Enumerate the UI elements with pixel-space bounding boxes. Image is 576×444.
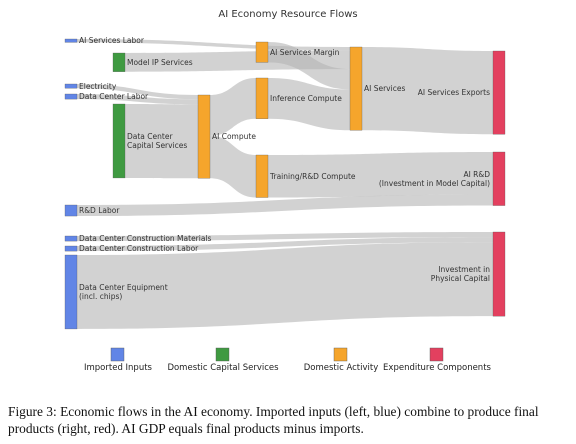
flow-link bbox=[77, 237, 493, 252]
node-label: AI Services Margin bbox=[270, 47, 340, 57]
sankey-node bbox=[349, 46, 363, 131]
node-label: Data Center Equipment (incl. chips) bbox=[79, 282, 168, 301]
sankey-node bbox=[112, 52, 126, 72]
legend-swatch bbox=[429, 347, 444, 362]
sankey-node bbox=[64, 204, 78, 217]
sankey-node bbox=[64, 38, 78, 43]
flow-link bbox=[77, 84, 198, 100]
node-label: Data Center Labor bbox=[79, 92, 149, 102]
flow-link bbox=[362, 47, 493, 135]
flow-link bbox=[77, 194, 493, 217]
sankey-node bbox=[197, 94, 211, 179]
flow-link bbox=[268, 152, 493, 198]
flow-link bbox=[125, 104, 198, 179]
legend-label: Imported Inputs bbox=[84, 363, 152, 373]
flow-link bbox=[77, 94, 198, 105]
node-label: Data Center Capital Services bbox=[127, 131, 188, 150]
sankey-node bbox=[64, 83, 78, 89]
node-label: Training/R&D Compute bbox=[270, 171, 356, 181]
chart-title: AI Economy Resource Flows bbox=[218, 9, 358, 20]
node-label: Investment in Physical Capital bbox=[430, 265, 490, 284]
flow-link bbox=[77, 242, 493, 329]
node-label: AI Services bbox=[364, 84, 406, 94]
sankey-node bbox=[255, 41, 269, 63]
node-label: Data Center Construction Materials bbox=[79, 234, 212, 244]
sankey-node bbox=[255, 77, 269, 119]
sankey-node bbox=[492, 50, 506, 135]
node-label: AI Compute bbox=[212, 132, 256, 142]
node-label: Model IP Services bbox=[127, 57, 193, 67]
legend-swatch bbox=[215, 347, 230, 362]
sankey-node bbox=[64, 235, 78, 242]
node-label: AI Services Labor bbox=[79, 36, 144, 46]
sankey-node bbox=[112, 103, 126, 179]
legend-swatch bbox=[110, 347, 125, 362]
sankey-node bbox=[64, 245, 78, 252]
flow-link bbox=[268, 42, 350, 90]
sankey-node bbox=[64, 254, 78, 330]
legend-label: Domestic Activity bbox=[303, 363, 379, 373]
node-label: AI R&D (Investment in Model Capital) bbox=[378, 169, 490, 188]
node-label: Electricity bbox=[79, 81, 117, 91]
legend-label: Expenditure Components bbox=[383, 363, 491, 373]
node-label: R&D Labor bbox=[79, 206, 120, 216]
node-label: Data Center Construction Labor bbox=[79, 244, 199, 254]
flow-link bbox=[210, 78, 256, 136]
node-label: Inference Compute bbox=[270, 93, 342, 103]
legend-label: Domestic Capital Services bbox=[167, 363, 279, 373]
legend-swatch bbox=[333, 347, 348, 362]
flow-link bbox=[268, 78, 350, 131]
sankey-node bbox=[255, 154, 269, 198]
flow-link bbox=[210, 135, 256, 198]
sankey-node bbox=[492, 151, 506, 206]
node-label: AI Services Exports bbox=[417, 88, 490, 98]
sankey-node bbox=[492, 231, 506, 317]
figure-caption: Figure 3: Economic flows in the AI econo… bbox=[8, 404, 539, 436]
flow-link bbox=[77, 232, 493, 242]
sankey-node bbox=[64, 93, 78, 100]
